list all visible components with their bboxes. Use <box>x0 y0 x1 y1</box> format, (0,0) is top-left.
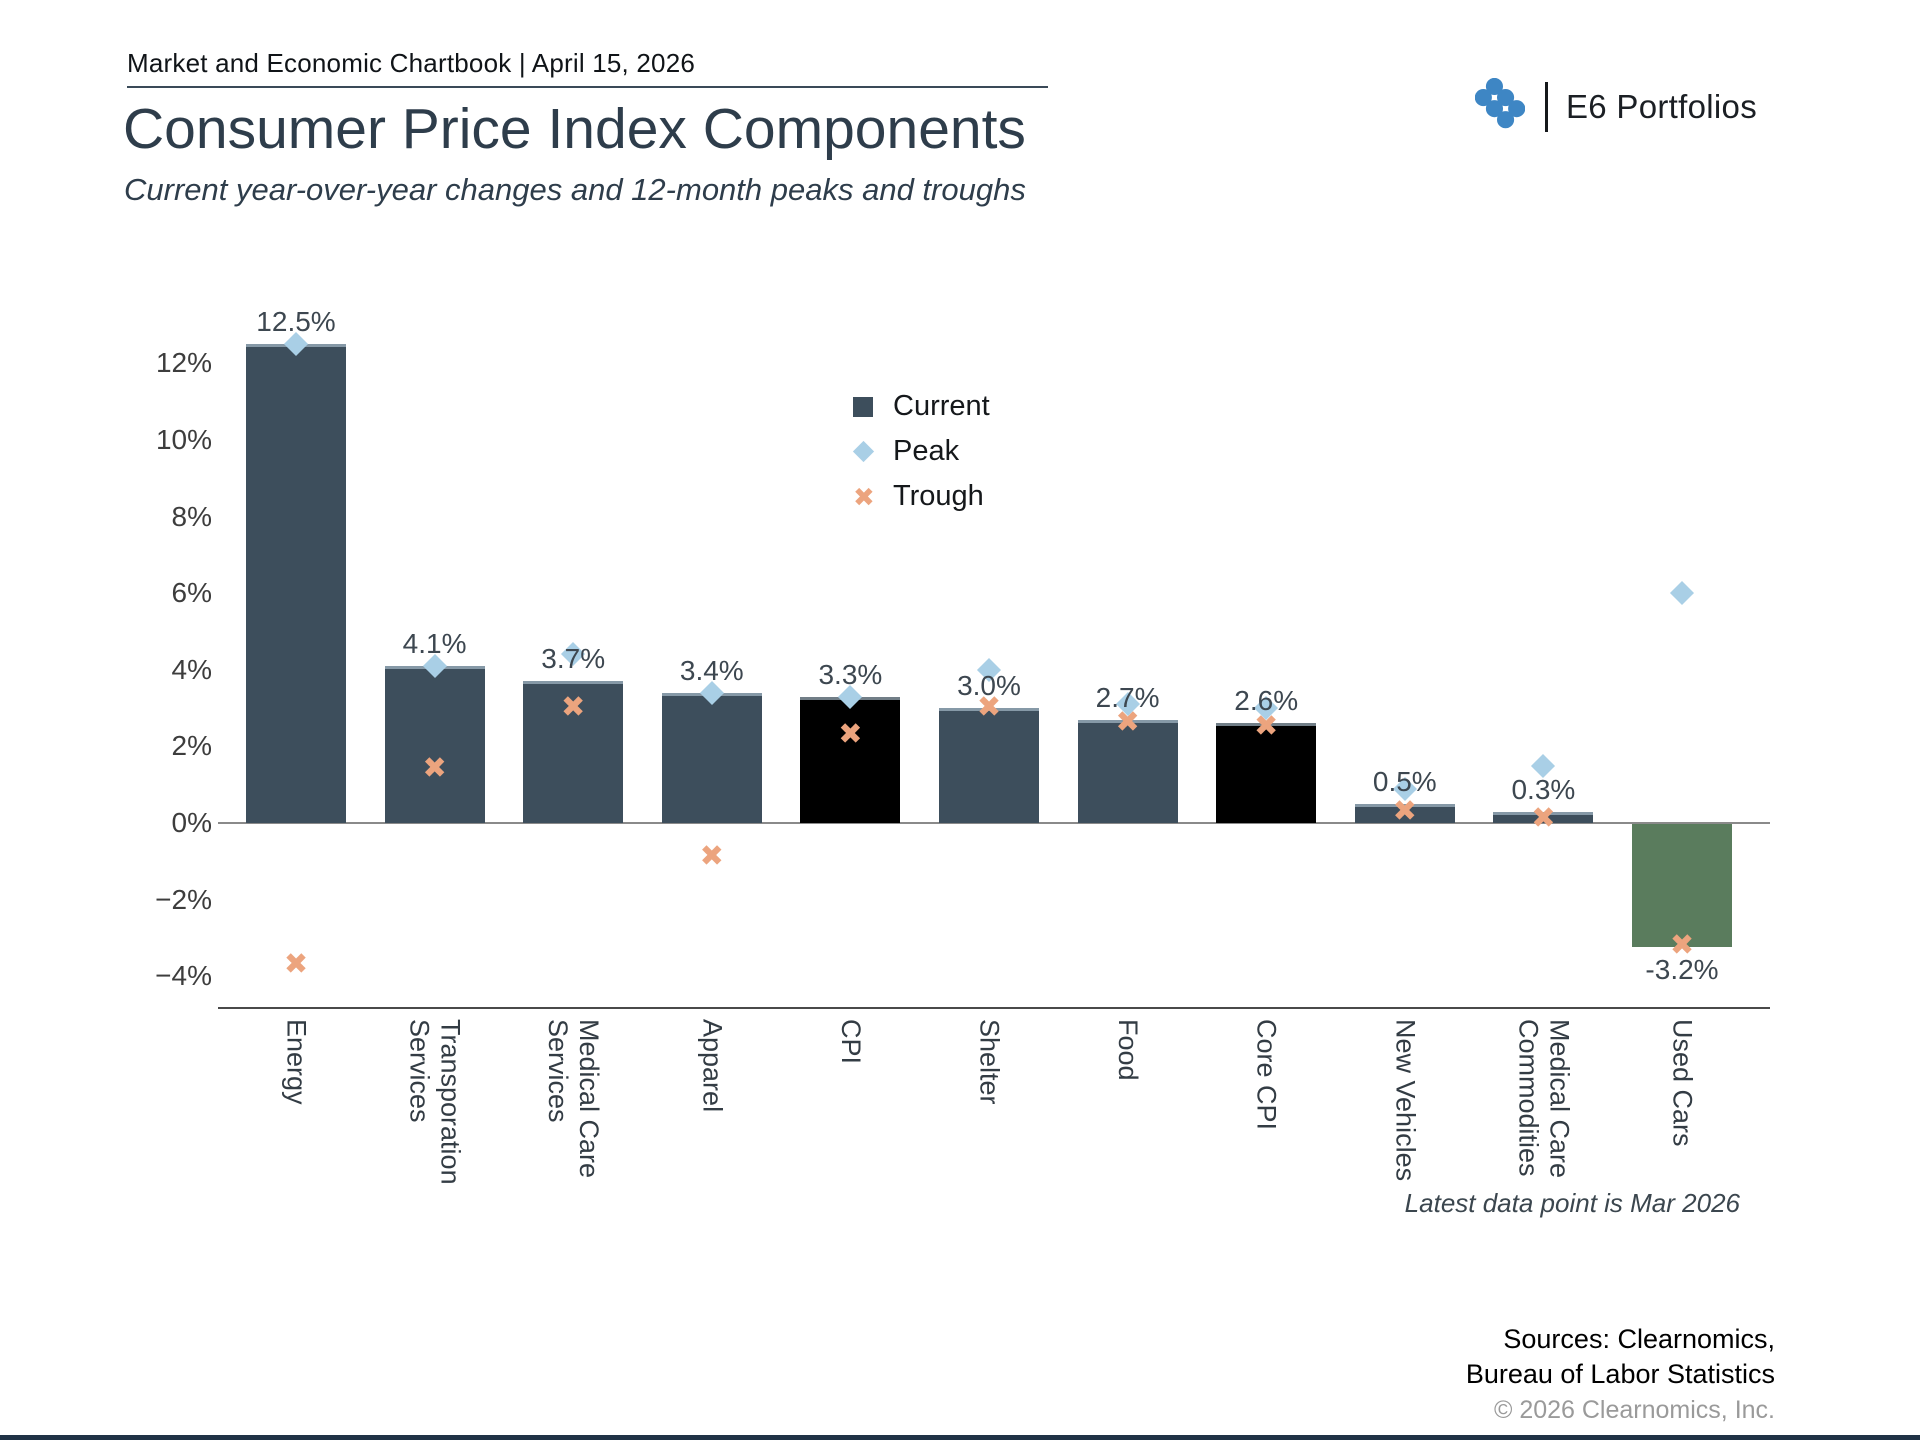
zero-gridline <box>218 822 1770 824</box>
legend-item-peak: Peak <box>852 429 990 474</box>
trough-marker-medical-care-services: ✖ <box>561 691 586 724</box>
legend-square-icon <box>853 396 893 417</box>
y-tick-neg4: −4% <box>155 960 212 992</box>
y-tick-12: 12% <box>155 347 212 379</box>
bar-value-label-food: 2.7% <box>1095 681 1160 713</box>
trough-marker-cpi: ✖ <box>838 718 863 751</box>
bar-value-label-new-vehicles: 0.5% <box>1372 765 1437 797</box>
bar-shelter <box>939 708 1039 823</box>
trough-marker-food: ✖ <box>1115 706 1140 739</box>
bar-value-label-shelter: 3.0% <box>957 670 1021 702</box>
x-axis-label-shelter: Shelter <box>974 1019 1005 1105</box>
logo-separator <box>1545 81 1548 132</box>
page-subtitle: Current year-over-year changes and 12-mo… <box>124 172 1026 207</box>
trough-marker-used-cars: ✖ <box>1669 929 1695 962</box>
y-tick-10: 10% <box>155 424 212 455</box>
legend-label-current: Current <box>893 390 990 422</box>
bar-value-label-core-cpi: 2.6% <box>1234 685 1299 717</box>
y-tick-8: 8% <box>171 500 212 532</box>
bar-apparel <box>661 692 762 823</box>
trough-marker-apparel: ✖ <box>699 840 724 873</box>
legend-diamond-icon <box>852 440 893 463</box>
page-title: Consumer Price Index Components <box>123 97 1026 161</box>
y-tick-6: 6% <box>171 577 212 609</box>
bottom-accent-strip <box>0 1435 1920 1440</box>
x-axis-label-cpi: CPI <box>835 1019 866 1065</box>
bar-medical-care-services <box>523 681 624 823</box>
y-tick-neg2: −2% <box>155 883 212 915</box>
legend-item-trough: ✖ Trough <box>853 474 990 519</box>
bar-transporation-services <box>384 665 485 823</box>
copyright-note: © 2026 Clearnomics, Inc. <box>1493 1396 1775 1424</box>
x-axis-label-core-cpi: Core CPI <box>1251 1019 1282 1131</box>
bar-food <box>1077 719 1178 823</box>
bar-value-label-used-cars: -3.2% <box>1645 953 1719 985</box>
trough-marker-core-cpi: ✖ <box>1254 710 1279 743</box>
bar-value-label-cpi: 3.3% <box>818 658 883 690</box>
x-axis-label-energy: Energy <box>281 1019 312 1105</box>
brand-name: E6 Portfolios <box>1566 87 1757 125</box>
bar-new-vehicles <box>1354 803 1455 823</box>
legend-x-icon: ✖ <box>853 481 875 512</box>
x-axis-label-medical-care-services: Medical Care Services <box>543 1019 605 1179</box>
x-axis-line <box>218 1007 1770 1009</box>
brand-logo: E6 Portfolios <box>1474 77 1757 135</box>
legend-item-current: Current <box>853 384 990 429</box>
bar-value-label-medical-care-commodities: 0.3% <box>1511 773 1576 805</box>
trough-marker-new-vehicles: ✖ <box>1392 795 1417 827</box>
legend-label-trough: Trough <box>893 480 984 512</box>
header-divider <box>127 86 1048 88</box>
x-axis-label-food: Food <box>1113 1019 1144 1081</box>
y-tick-0: 0% <box>171 807 212 838</box>
bar-value-label-transporation-services: 4.1% <box>402 627 467 659</box>
bar-value-label-energy: 12.5% <box>256 306 336 338</box>
legend-label-peak: Peak <box>893 435 960 467</box>
chartbook-header-title: Market and Economic Chartbook | April 15… <box>127 48 696 78</box>
bar-used-cars <box>1632 824 1732 947</box>
peak-marker-used-cars <box>1669 581 1695 606</box>
y-tick-2: 2% <box>171 730 212 762</box>
bar-core-cpi <box>1216 723 1317 823</box>
sources-note: Sources: Clearnomics, Bureau of Labor St… <box>975 1322 1775 1391</box>
sources-line2: Bureau of Labor Statistics <box>1465 1358 1775 1389</box>
x-axis-label-used-cars: Used Cars <box>1667 1019 1698 1147</box>
sources-line1: Sources: Clearnomics, <box>1503 1324 1775 1354</box>
x-axis-label-apparel: Apparel <box>697 1019 728 1113</box>
x-axis-label-transporation-services: Transporation Services <box>404 1019 466 1185</box>
bar-cpi <box>800 696 901 823</box>
trough-marker-shelter: ✖ <box>976 691 1002 724</box>
x-axis-label-new-vehicles: New Vehicles <box>1390 1019 1421 1182</box>
bar-energy <box>246 344 346 823</box>
bar-medical-care-commodities <box>1493 811 1594 823</box>
bar-value-label-medical-care-services: 3.7% <box>541 643 606 675</box>
x-axis-label-medical-care-commodities: Medical Care Commodities <box>1513 1019 1575 1179</box>
bar-value-label-apparel: 3.4% <box>679 654 744 686</box>
latest-data-note: Latest data point is Mar 2026 <box>1404 1188 1740 1218</box>
chart-legend: Current Peak ✖ Trough <box>852 384 990 519</box>
trough-marker-transporation-services: ✖ <box>422 752 447 785</box>
trough-marker-energy: ✖ <box>283 948 309 981</box>
trough-marker-medical-care-commodities: ✖ <box>1531 802 1556 835</box>
e6-portfolios-logo-icon <box>1474 77 1526 135</box>
y-tick-4: 4% <box>171 653 212 685</box>
